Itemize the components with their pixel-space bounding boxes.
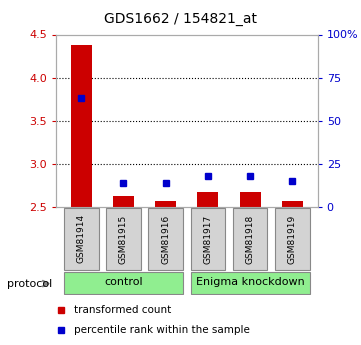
Bar (71, 45, 92, 207)
Bar (240, 193, 261, 207)
Bar (113, 196, 134, 207)
FancyBboxPatch shape (64, 272, 183, 294)
Text: GSM81914: GSM81914 (77, 214, 86, 264)
Text: GSM81918: GSM81918 (245, 214, 255, 264)
Text: GSM81916: GSM81916 (161, 214, 170, 264)
Bar (155, 201, 176, 207)
Bar (282, 201, 303, 207)
FancyBboxPatch shape (106, 208, 141, 269)
FancyBboxPatch shape (148, 208, 183, 269)
Text: transformed count: transformed count (74, 305, 171, 315)
FancyBboxPatch shape (233, 208, 268, 269)
Text: percentile rank within the sample: percentile rank within the sample (74, 325, 250, 335)
FancyBboxPatch shape (64, 208, 99, 269)
Text: GSM81915: GSM81915 (119, 214, 128, 264)
FancyBboxPatch shape (191, 272, 310, 294)
Text: GDS1662 / 154821_at: GDS1662 / 154821_at (104, 12, 257, 26)
Bar (197, 193, 218, 207)
Text: protocol: protocol (7, 279, 52, 288)
Text: Enigma knockdown: Enigma knockdown (196, 277, 305, 287)
Text: GSM81919: GSM81919 (288, 214, 297, 264)
Text: control: control (104, 277, 143, 287)
FancyBboxPatch shape (275, 208, 310, 269)
FancyBboxPatch shape (191, 208, 225, 269)
Text: GSM81917: GSM81917 (204, 214, 212, 264)
